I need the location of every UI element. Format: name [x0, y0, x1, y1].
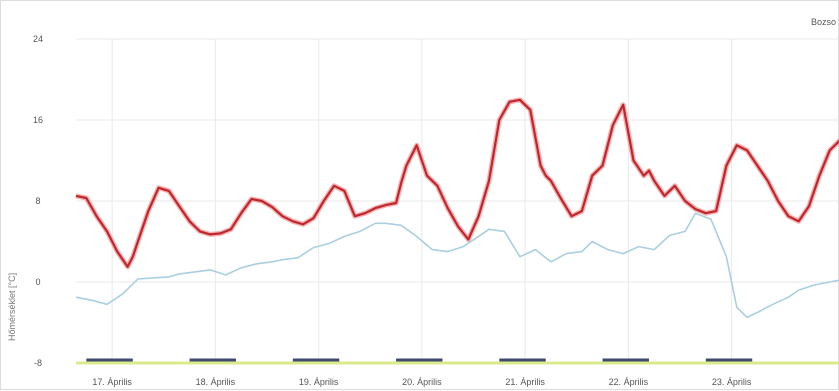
x-tick-label: 17. Április: [92, 377, 132, 387]
x-tick-label: 22. Április: [609, 377, 649, 387]
temperature-range-band: [75, 97, 839, 270]
y-tick-label: 16: [33, 115, 43, 125]
y-tick-label: 24: [33, 34, 43, 44]
y-axis-label: Hőmérséklet [°C]: [7, 272, 17, 341]
x-tick-label: 21. Április: [505, 377, 545, 387]
y-tick-label: 0: [35, 277, 40, 287]
y-tick-label: 8: [35, 196, 40, 206]
x-tick-label: 20. Április: [402, 377, 442, 387]
y-tick-label: -8: [34, 358, 42, 368]
x-tick-label: 19. Április: [299, 377, 339, 387]
temperature-line: [75, 98, 839, 268]
x-tick-label: 23. Április: [712, 377, 752, 387]
x-tick-label: 18. Április: [196, 377, 236, 387]
secondary-temperature-line: [75, 212, 839, 319]
station-label: Bozso: [810, 17, 836, 27]
